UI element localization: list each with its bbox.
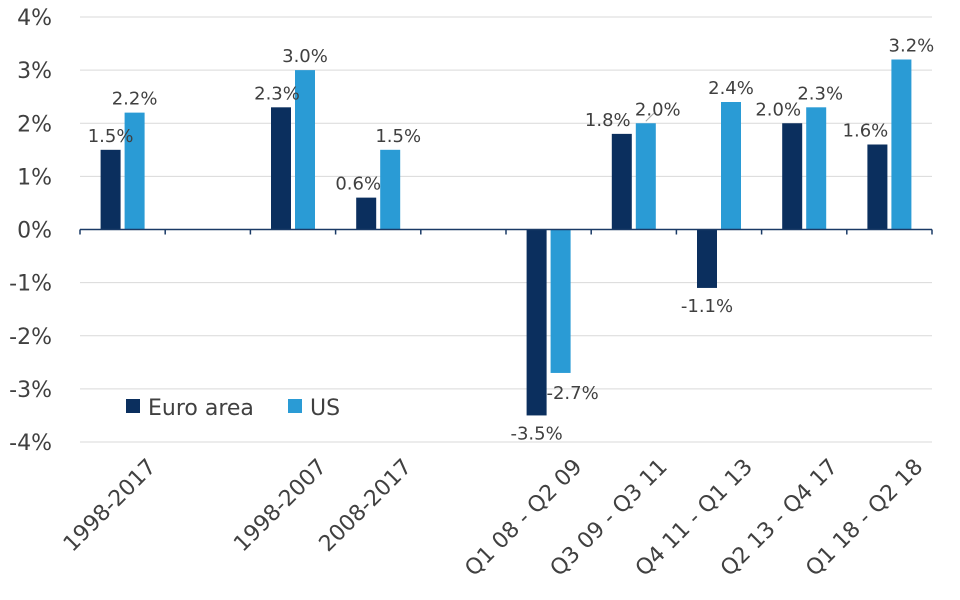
data-label: 2.0% bbox=[635, 99, 681, 120]
data-label: 1.6% bbox=[843, 121, 889, 142]
bar-euro-area bbox=[611, 133, 632, 230]
bar-us bbox=[124, 112, 145, 230]
bar-euro-area bbox=[356, 197, 377, 230]
bar-euro-area bbox=[697, 229, 717, 288]
data-label: 2.3% bbox=[254, 83, 300, 104]
data-label: 0.6% bbox=[335, 174, 381, 195]
bar-us bbox=[380, 149, 401, 230]
data-label: -2.7% bbox=[546, 383, 598, 404]
data-label: 2.3% bbox=[797, 83, 843, 104]
data-label: 1.5% bbox=[88, 126, 134, 147]
bar-us bbox=[550, 229, 571, 373]
data-label: -3.5% bbox=[510, 423, 562, 444]
gridlines bbox=[80, 16, 932, 443]
legend-label-us: US bbox=[310, 396, 340, 421]
y-tick-label: 1% bbox=[17, 165, 52, 190]
y-tick-label: 0% bbox=[17, 219, 52, 244]
y-tick-label: 2% bbox=[17, 112, 52, 137]
bar-euro-area bbox=[867, 144, 888, 230]
bar-euro-area bbox=[526, 229, 547, 416]
legend: Euro area US bbox=[126, 396, 340, 421]
bar-us bbox=[806, 107, 827, 230]
bars bbox=[100, 59, 912, 416]
y-tick-label: 4% bbox=[17, 6, 52, 31]
y-axis-tick-labels: -4% -3% -2% -1% 0% 1% 2% 3% 4% bbox=[9, 6, 52, 456]
legend-swatch-euro-area bbox=[126, 399, 140, 413]
bar-us bbox=[891, 59, 912, 230]
y-tick-label: -3% bbox=[9, 378, 52, 403]
bar-euro-area bbox=[782, 123, 803, 230]
bar-us bbox=[721, 102, 741, 230]
data-label: 3.2% bbox=[889, 36, 935, 57]
legend-label-euro-area: Euro area bbox=[148, 396, 254, 421]
data-label: -1.1% bbox=[681, 296, 733, 317]
bar-us bbox=[635, 123, 656, 230]
data-label: 2.0% bbox=[755, 99, 801, 120]
y-tick-label: -4% bbox=[9, 431, 52, 456]
x-tick-label: 1998-2017 bbox=[59, 455, 161, 557]
label-leader-line bbox=[645, 112, 655, 122]
bar-euro-area bbox=[100, 149, 121, 230]
data-label: 2.2% bbox=[112, 89, 158, 110]
bar-euro-area bbox=[271, 107, 291, 230]
y-tick-label: -1% bbox=[9, 272, 52, 297]
data-label: 1.5% bbox=[375, 126, 421, 147]
y-tick-label: 3% bbox=[17, 59, 52, 84]
data-label: 2.4% bbox=[708, 78, 754, 99]
data-labels: 1.5% 2.3% 0.6% -3.5% 1.8% -1.1% 2.0% 1.6% 2.2% 3.… bbox=[88, 36, 935, 445]
data-label: 3.0% bbox=[282, 46, 328, 67]
y-tick-label: -2% bbox=[9, 325, 52, 350]
x-tick-label: 2008-2017 bbox=[315, 455, 417, 557]
legend-swatch-us bbox=[288, 399, 302, 413]
data-label: 1.8% bbox=[585, 110, 631, 131]
zero-axis bbox=[79, 228, 933, 235]
bar-us bbox=[295, 70, 315, 230]
